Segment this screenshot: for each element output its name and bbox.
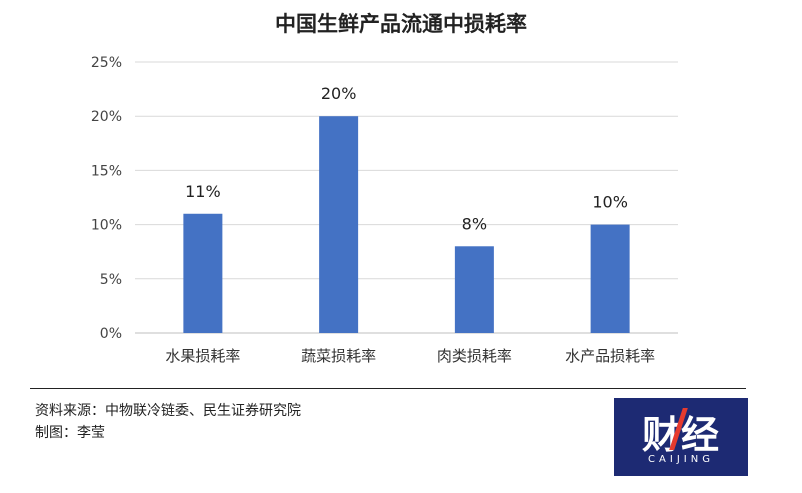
bar bbox=[590, 224, 630, 333]
chart-title: 中国生鲜产品流通中损耗率 bbox=[275, 11, 527, 36]
y-tick-label: 10% bbox=[91, 218, 122, 234]
x-tick-label: 水产品损耗率 bbox=[565, 347, 655, 365]
y-tick-label: 5% bbox=[100, 272, 122, 288]
bar-chart: 0% 5% 10% 15% 20% 25% 11% 20% 8% 10% 水果损耗率 蔬菜损耗率 肉… bbox=[91, 55, 678, 365]
y-tick-label: 0% bbox=[100, 326, 122, 342]
y-tick-label: 15% bbox=[91, 163, 122, 179]
data-label: 8% bbox=[462, 214, 487, 233]
y-tick-label: 25% bbox=[91, 55, 122, 71]
bar bbox=[454, 246, 494, 333]
data-labels: 11% 20% 8% 10% bbox=[185, 84, 628, 233]
bar bbox=[183, 213, 223, 333]
divider-line bbox=[30, 388, 746, 389]
x-tick-label: 肉类损耗率 bbox=[437, 347, 512, 365]
data-label: 10% bbox=[592, 193, 628, 212]
data-label: 20% bbox=[321, 84, 357, 103]
y-tick-label: 20% bbox=[91, 109, 122, 125]
bar bbox=[319, 116, 359, 333]
data-label: 11% bbox=[185, 182, 221, 201]
x-tick-label: 蔬菜损耗率 bbox=[301, 347, 376, 365]
maker-line: 制图：李莹 bbox=[35, 425, 105, 441]
logo-subtext: CAIJING bbox=[648, 454, 714, 465]
caijing-logo: 财经 CAIJING bbox=[614, 398, 748, 476]
bars bbox=[183, 116, 630, 333]
grid-layer bbox=[135, 61, 678, 334]
x-axis: 水果损耗率 蔬菜损耗率 肉类损耗率 水产品损耗率 bbox=[165, 347, 655, 365]
x-tick-label: 水果损耗率 bbox=[165, 347, 240, 365]
source-line: 资料来源：中物联冷链委、民生证券研究院 bbox=[35, 403, 301, 419]
source-note: 资料来源：中物联冷链委、民生证券研究院 制图：李莹 bbox=[35, 400, 301, 444]
y-axis: 0% 5% 10% 15% 20% 25% bbox=[91, 55, 122, 342]
